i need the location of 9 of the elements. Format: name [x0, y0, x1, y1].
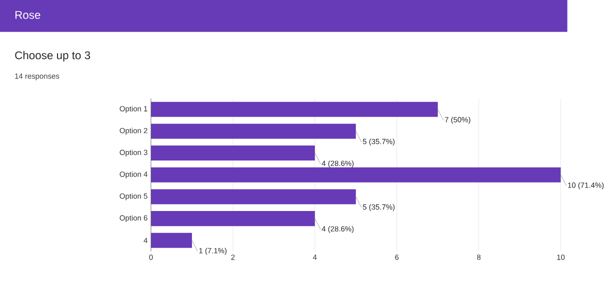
bar	[150, 189, 356, 204]
text: Rose	[15, 10, 40, 19]
bar	[150, 124, 356, 139]
bar	[150, 145, 315, 160]
text: Choose up to 3	[15, 50, 90, 62]
bar	[150, 232, 192, 248]
bar	[150, 102, 438, 117]
bar	[150, 210, 315, 226]
bar	[150, 167, 561, 182]
